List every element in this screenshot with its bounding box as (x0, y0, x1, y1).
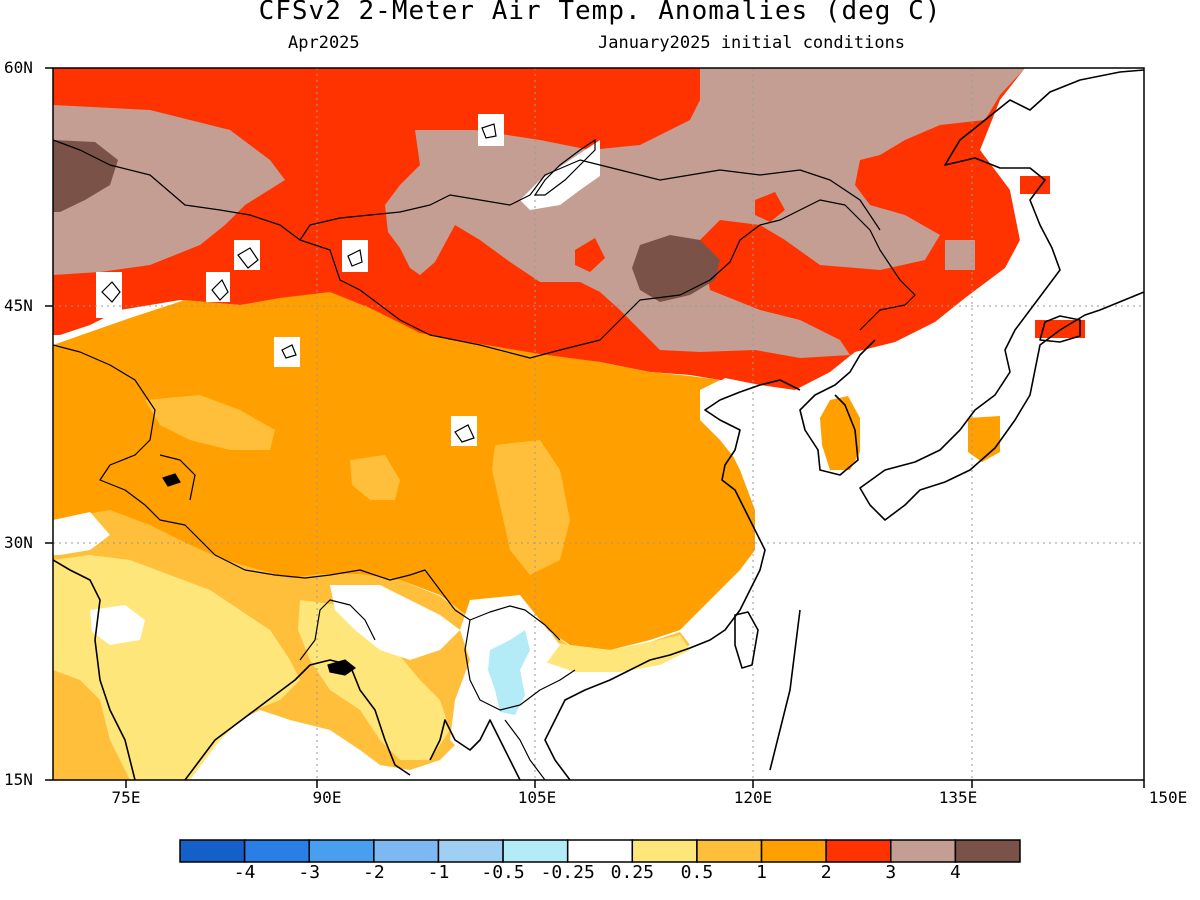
legend-label: 0.5 (680, 862, 714, 883)
lat-label: 15N (4, 770, 33, 789)
anomaly-region-2to3 (1020, 176, 1050, 194)
anomaly-region-05to1 (145, 395, 275, 450)
legend-label: -0.5 (481, 862, 525, 883)
forecast-month: Apr2025 (288, 33, 360, 53)
legend-swatch (502, 839, 569, 863)
anomaly-region-05to1 (350, 455, 400, 500)
anomaly-region-3to4 (945, 240, 975, 270)
anomaly-region-1to2 (53, 292, 755, 650)
legend-label: 4 (949, 862, 961, 883)
axis-ticks (45, 67, 1145, 788)
lon-label: 90E (312, 788, 342, 807)
anomaly-region-4plus (632, 235, 720, 302)
anomaly-region-05to1 (492, 440, 570, 575)
anomaly-region-025to05 (540, 635, 690, 672)
country-borders (53, 139, 916, 780)
anomaly-region-4plus (53, 140, 118, 212)
anomaly-region-near-zero (53, 512, 110, 555)
lat-label: 30N (4, 533, 33, 552)
legend-label: 3 (885, 862, 897, 883)
anomaly-region-2to3 (1035, 320, 1085, 338)
lon-label: 135E (938, 788, 978, 807)
legend-swatch (179, 839, 246, 863)
legend-swatch (825, 839, 892, 863)
map-title: CFSv2 2-Meter Air Temp. Anomalies (deg C… (258, 0, 942, 26)
lakes (101, 123, 596, 676)
anomaly-region-025to05 (298, 600, 450, 760)
lon-label: 105E (517, 788, 557, 807)
anomaly-region-2to3 (755, 192, 785, 222)
legend-swatch (954, 839, 1021, 863)
legend-label: -4 (233, 862, 256, 883)
anomaly-region-1to2 (820, 396, 860, 470)
legend-label: 0.25 (610, 862, 654, 883)
initial-conditions: January2025 initial conditions (598, 33, 906, 53)
masked-cell (520, 140, 600, 210)
legend-swatch (890, 839, 957, 863)
anomaly-region-3to4 (385, 68, 1025, 358)
legend-label: -0.25 (540, 862, 595, 883)
legend-swatch (243, 839, 310, 863)
legend-label: -1 (427, 862, 450, 883)
legend-label: 1 (756, 862, 767, 883)
legend-swatch (308, 839, 375, 863)
lon-label: 75E (111, 788, 141, 807)
anomaly-region-3to4 (53, 105, 285, 275)
legend-swatch (437, 839, 504, 863)
legend-swatch (760, 839, 827, 863)
lon-label: 150E (1148, 788, 1188, 807)
legend-swatch (696, 839, 763, 863)
legend-label: -2 (363, 862, 385, 883)
graticule (53, 68, 1144, 780)
legend-label: -3 (298, 862, 321, 883)
legend-label: 2 (820, 862, 832, 883)
masked-cell (342, 240, 368, 272)
lat-label: 45N (4, 296, 33, 315)
anomaly-region-near-zero (90, 605, 145, 645)
ocean-mask (700, 68, 1144, 780)
legend-swatch (566, 839, 634, 863)
anomaly-region-2to3 (575, 238, 605, 272)
lat-label: 60N (4, 58, 33, 77)
coastlines (53, 69, 1144, 780)
anomaly-region-neg025 (488, 630, 530, 715)
map-frame (52, 67, 1145, 781)
legend-swatch (373, 839, 440, 863)
lon-label: 120E (733, 788, 773, 807)
masked-cell (274, 337, 300, 367)
legend-swatch (631, 839, 698, 863)
anomaly-region-near-zero (330, 585, 460, 660)
